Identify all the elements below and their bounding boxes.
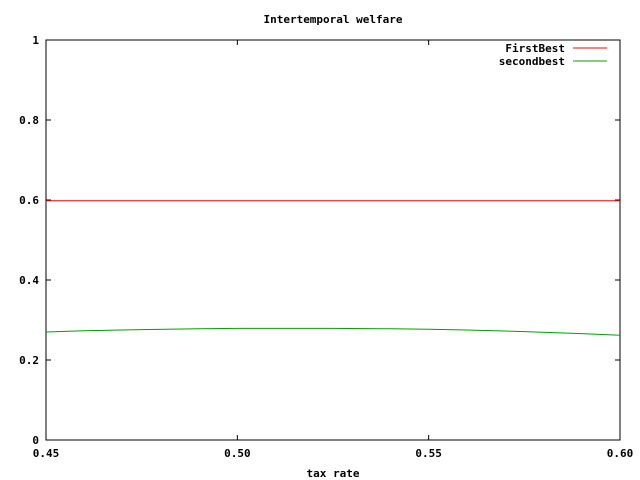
x-tick-label: 0.55: [415, 447, 442, 460]
plot-frame: [45, 39, 621, 441]
y-tick-label: 0: [32, 434, 39, 447]
y-tick-label: 0.8: [19, 114, 39, 127]
legend-label: secondbest: [499, 55, 565, 68]
y-tick-label: 1: [32, 34, 39, 47]
x-tick-label: 0.45: [33, 447, 60, 460]
ticks: 0 0.2 0.4 0.6 0.8 1 0.45 0.50 0.55 0.60: [19, 34, 633, 460]
series-lines: [45, 200, 621, 336]
x-axis-label: tax rate: [307, 467, 360, 480]
y-tick-label: 0.2: [19, 354, 39, 367]
axes: [45, 39, 621, 441]
y-tick-label: 0.4: [19, 274, 39, 287]
series-line-secondbest: [45, 327, 621, 336]
chart-title: Intertemporal welfare: [263, 13, 402, 26]
y-tick-label: 0.6: [19, 194, 39, 207]
legend-label: FirstBest: [505, 42, 565, 55]
x-tick-label: 0.50: [224, 447, 251, 460]
x-tick-label: 0.60: [607, 447, 634, 460]
